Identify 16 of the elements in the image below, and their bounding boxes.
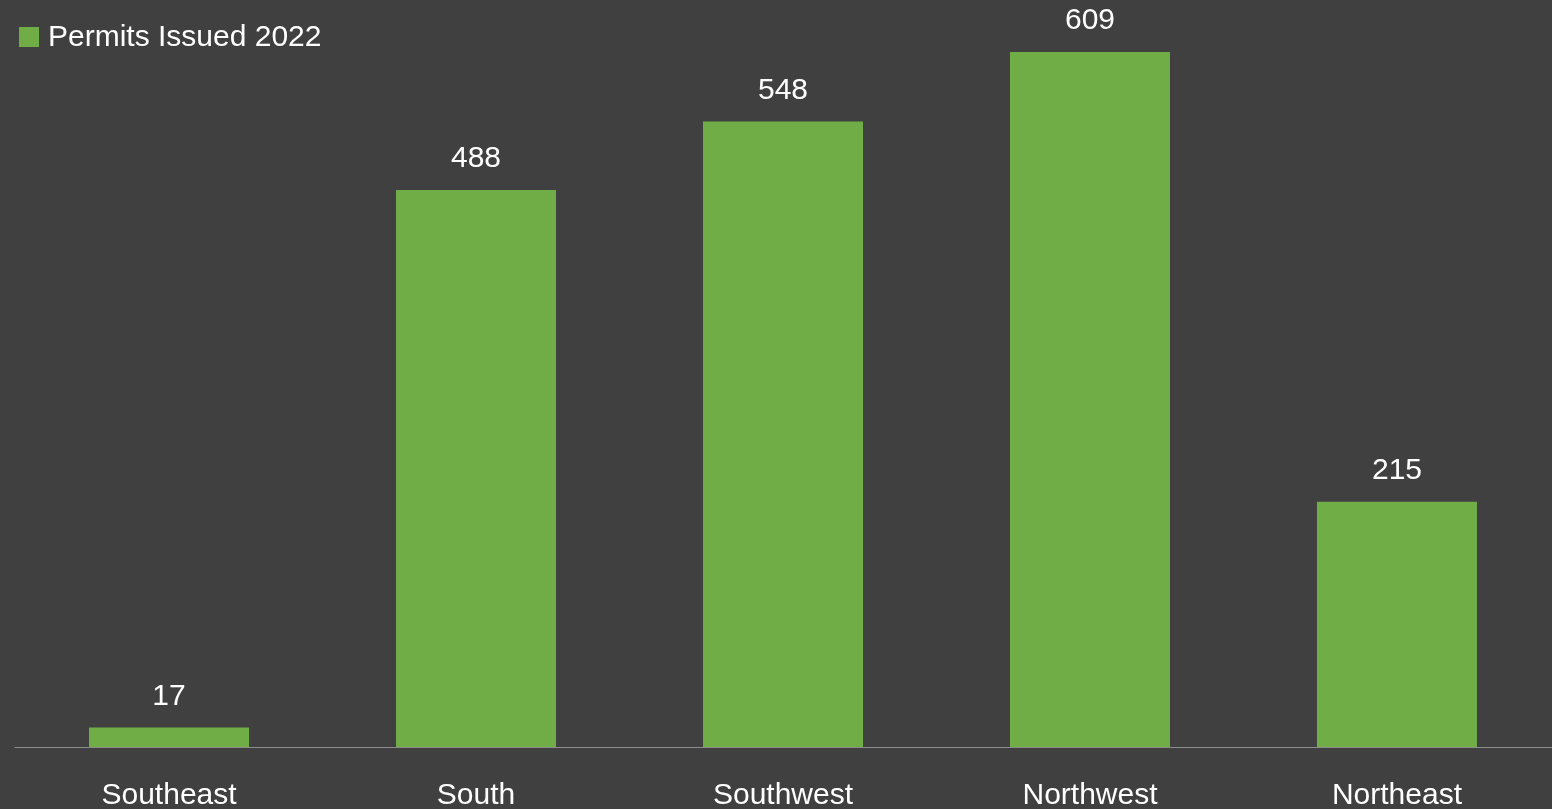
x-tick-label: Southeast <box>101 776 238 809</box>
data-label: 488 <box>450 140 502 174</box>
data-label: 609 <box>1064 2 1116 35</box>
x-tick-label: South <box>436 776 516 809</box>
data-label: 17 <box>152 677 186 711</box>
bar <box>89 727 250 747</box>
data-label: 215 <box>1371 451 1422 485</box>
bar <box>396 190 557 747</box>
bar <box>703 121 863 747</box>
legend-label: Permits Issued 2022 <box>48 19 322 52</box>
bar <box>1009 52 1170 747</box>
x-tick-label: Northeast <box>1331 776 1463 809</box>
x-tick-label: Southwest <box>712 776 854 809</box>
x-tick-label: Northwest <box>1022 776 1159 809</box>
bar <box>1316 501 1477 747</box>
data-label: 548 <box>757 71 809 105</box>
